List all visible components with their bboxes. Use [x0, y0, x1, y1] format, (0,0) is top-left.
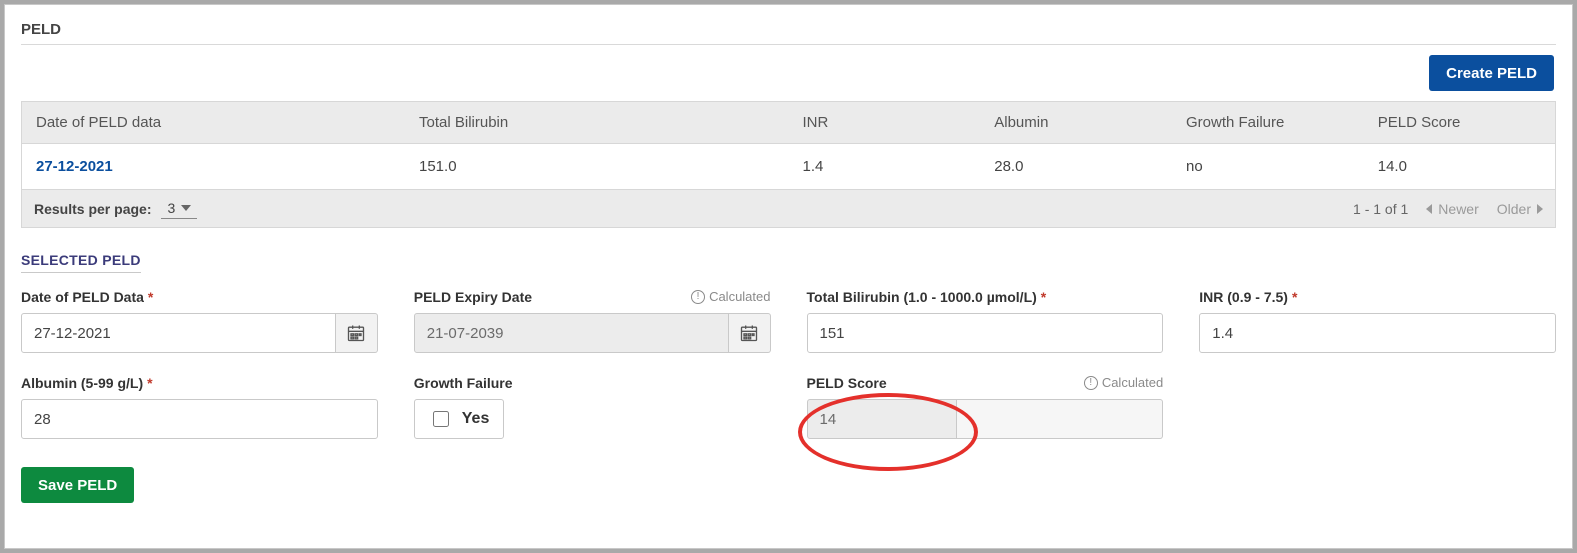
calculated-tag-score: ! Calculated	[1084, 375, 1163, 390]
col-albumin: Albumin	[980, 102, 1172, 144]
required-icon: *	[1292, 289, 1297, 305]
col-bilirubin: Total Bilirubin	[405, 102, 789, 144]
bilirubin-input[interactable]	[807, 313, 1164, 353]
actions: Save PELD	[21, 467, 1556, 503]
required-icon: *	[147, 375, 152, 391]
col-score: PELD Score	[1364, 102, 1556, 144]
label-inr: INR (0.9 - 7.5)	[1199, 289, 1288, 305]
calculated-tag-expiry: ! Calculated	[691, 289, 770, 304]
col-growth: Growth Failure	[1172, 102, 1364, 144]
growth-checkbox[interactable]	[433, 411, 449, 427]
peld-panel: PELD Create PELD Date of PELD data Total…	[4, 4, 1573, 549]
field-albumin: Albumin (5-99 g/L) *	[21, 375, 378, 439]
field-inr: INR (0.9 - 7.5) *	[1199, 289, 1556, 353]
rpp-label: Results per page:	[34, 201, 151, 217]
inr-input[interactable]	[1199, 313, 1556, 353]
info-icon: !	[1084, 376, 1098, 390]
label-growth: Growth Failure	[414, 375, 513, 391]
field-date: Date of PELD Data *	[21, 289, 378, 353]
cell-albumin: 28.0	[980, 144, 1172, 190]
field-expiry: PELD Expiry Date ! Calculated	[414, 289, 771, 353]
growth-checkbox-label: Yes	[462, 410, 490, 428]
create-peld-button[interactable]: Create PELD	[1429, 55, 1554, 91]
calendar-icon	[739, 323, 759, 343]
pager-newer[interactable]: Newer	[1426, 201, 1478, 217]
info-icon: !	[691, 290, 705, 304]
rpp-select[interactable]: 3	[161, 198, 197, 219]
save-peld-button[interactable]: Save PELD	[21, 467, 134, 503]
field-growth: Growth Failure Yes	[414, 375, 771, 439]
label-expiry: PELD Expiry Date	[414, 289, 532, 305]
cell-bilirubin: 151.0	[405, 144, 789, 190]
form-grid: Date of PELD Data * PELD Expiry Date ! C…	[21, 289, 1556, 439]
date-picker-button[interactable]	[336, 313, 378, 353]
chevron-down-icon	[181, 205, 191, 211]
toolbar: Create PELD	[21, 45, 1556, 101]
table-row[interactable]: 27-12-2021 151.0 1.4 28.0 no 14.0	[22, 144, 1556, 190]
label-albumin: Albumin (5-99 g/L)	[21, 375, 143, 391]
chevron-right-icon	[1537, 204, 1543, 214]
albumin-input[interactable]	[21, 399, 378, 439]
field-score: PELD Score ! Calculated	[807, 375, 1164, 439]
pager-count: 1 - 1 of 1	[1353, 201, 1408, 217]
cell-score: 14.0	[1364, 144, 1556, 190]
field-empty	[1199, 375, 1556, 439]
col-date: Date of PELD data	[22, 102, 406, 144]
score-input	[807, 399, 957, 439]
cell-growth: no	[1172, 144, 1364, 190]
pager-older[interactable]: Older	[1497, 201, 1543, 217]
expiry-picker-button[interactable]	[729, 313, 771, 353]
peld-table: Date of PELD data Total Bilirubin INR Al…	[21, 101, 1556, 190]
field-bilirubin: Total Bilirubin (1.0 - 1000.0 µmol/L) *	[807, 289, 1164, 353]
pager: 1 - 1 of 1 Newer Older	[1353, 201, 1543, 217]
chevron-left-icon	[1426, 204, 1432, 214]
score-rest	[957, 399, 1164, 439]
required-icon: *	[1041, 289, 1046, 305]
table-footer: Results per page: 3 1 - 1 of 1 Newer Old…	[21, 190, 1556, 228]
expiry-input	[414, 313, 729, 353]
rpp-value: 3	[167, 200, 175, 216]
label-score: PELD Score	[807, 375, 887, 391]
label-date: Date of PELD Data	[21, 289, 144, 305]
col-inr: INR	[789, 102, 981, 144]
date-input[interactable]	[21, 313, 336, 353]
label-bilirubin: Total Bilirubin (1.0 - 1000.0 µmol/L)	[807, 289, 1037, 305]
selected-peld-title: SELECTED PELD	[21, 252, 141, 273]
section-title: PELD	[21, 21, 1556, 38]
calendar-icon	[346, 323, 366, 343]
growth-checkbox-wrap[interactable]: Yes	[414, 399, 505, 439]
required-icon: *	[148, 289, 153, 305]
cell-inr: 1.4	[789, 144, 981, 190]
cell-date[interactable]: 27-12-2021	[22, 144, 406, 190]
table-header-row: Date of PELD data Total Bilirubin INR Al…	[22, 102, 1556, 144]
